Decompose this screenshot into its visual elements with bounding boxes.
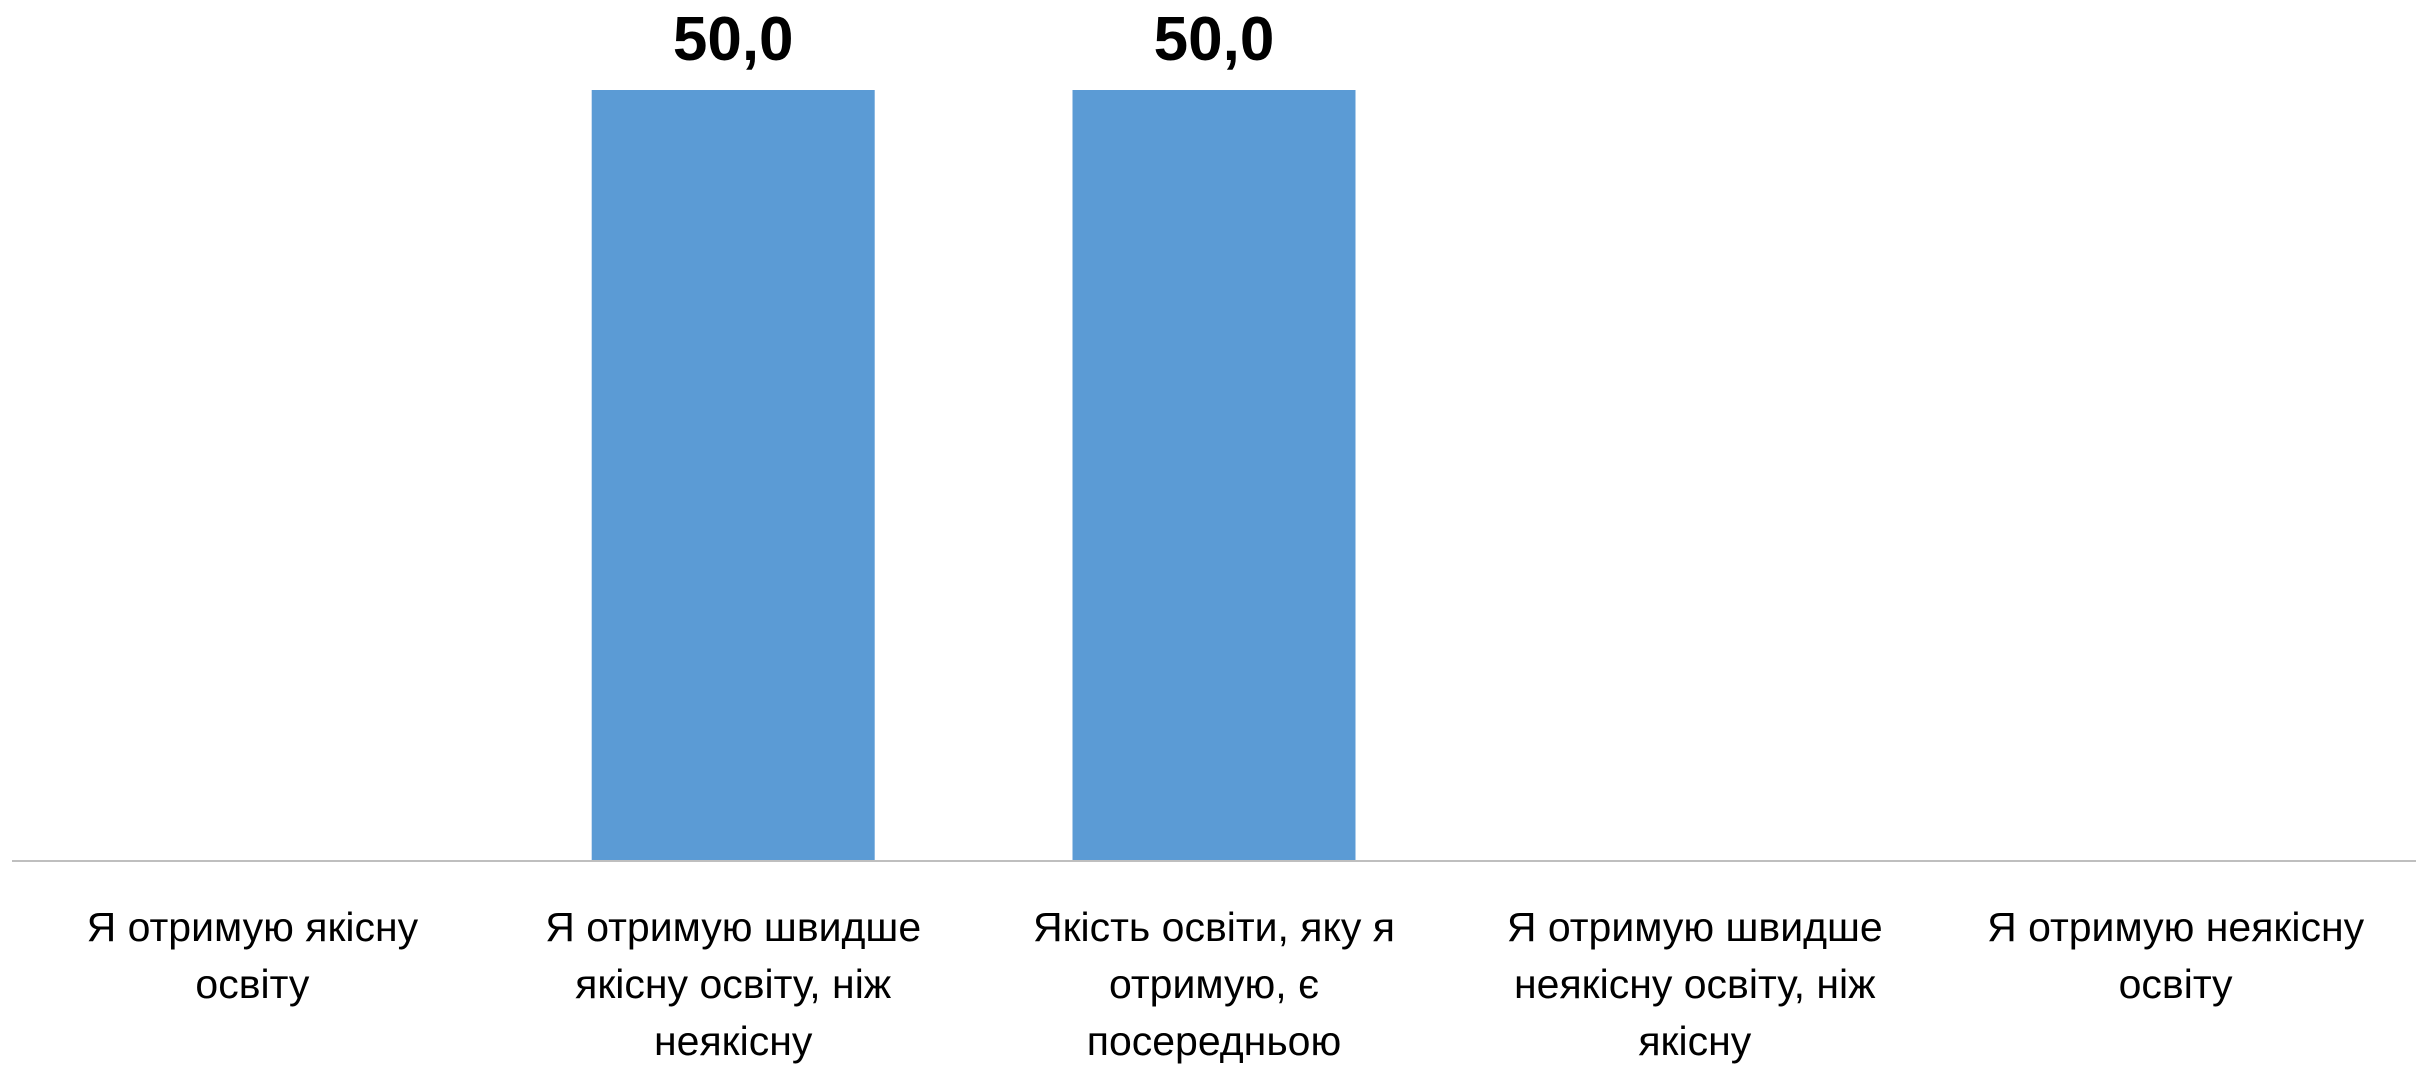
category-label-line: Я отримую швидше xyxy=(545,904,921,950)
bar-3 xyxy=(1072,90,1356,861)
category-label-line: отримую, є xyxy=(1109,961,1319,1007)
category-label-line: Якість освіти, яку я xyxy=(1033,904,1395,950)
category-label-line: посередньою xyxy=(1087,1018,1342,1064)
category-label-5: Я отримую неякісну освіту xyxy=(1987,904,2365,1007)
category-label-line: освіту xyxy=(2119,961,2233,1007)
category-label-line: якісну освіту, ніж xyxy=(575,961,892,1007)
category-label-2: Я отримую швидше якісну освіту, ніж неякіс… xyxy=(545,904,921,1064)
category-label-line: Я отримую швидше xyxy=(1507,904,1883,950)
category-label-1: Я отримую якісну освіту xyxy=(87,904,419,1007)
value-label-3: 50,0 xyxy=(1154,5,1275,74)
value-label-2: 50,0 xyxy=(673,5,794,74)
category-label-line: Я отримую якісну xyxy=(87,904,419,950)
category-label-line: освіту xyxy=(195,961,309,1007)
category-label-3: Якість освіти, яку я отримую, є посередньо… xyxy=(1033,904,1395,1064)
category-label-line: Я отримую неякісну xyxy=(1987,904,2365,950)
bar-2 xyxy=(591,90,875,861)
category-label-line: неякісну xyxy=(654,1018,813,1064)
category-label-4: Я отримую швидше неякісну освіту, ніж якіс… xyxy=(1507,904,1883,1064)
category-labels-group: Я отримую якісну освіту Я отримую швидше як… xyxy=(87,904,2365,1064)
category-label-line: якісну xyxy=(1638,1018,1751,1064)
category-label-line: неякісну освіту, ніж xyxy=(1514,961,1876,1007)
bars-group xyxy=(591,90,1356,861)
value-labels-group: 50,0 50,0 xyxy=(673,5,1274,74)
